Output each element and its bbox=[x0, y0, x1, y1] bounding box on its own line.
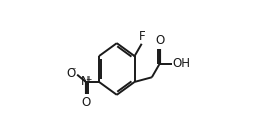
Text: O: O bbox=[67, 67, 76, 80]
Text: O: O bbox=[81, 96, 90, 109]
Text: O: O bbox=[155, 34, 164, 47]
Text: OH: OH bbox=[172, 57, 190, 70]
Text: +: + bbox=[85, 75, 92, 84]
Text: ⁻: ⁻ bbox=[70, 66, 76, 76]
Text: F: F bbox=[138, 30, 145, 43]
Text: N: N bbox=[81, 75, 90, 88]
